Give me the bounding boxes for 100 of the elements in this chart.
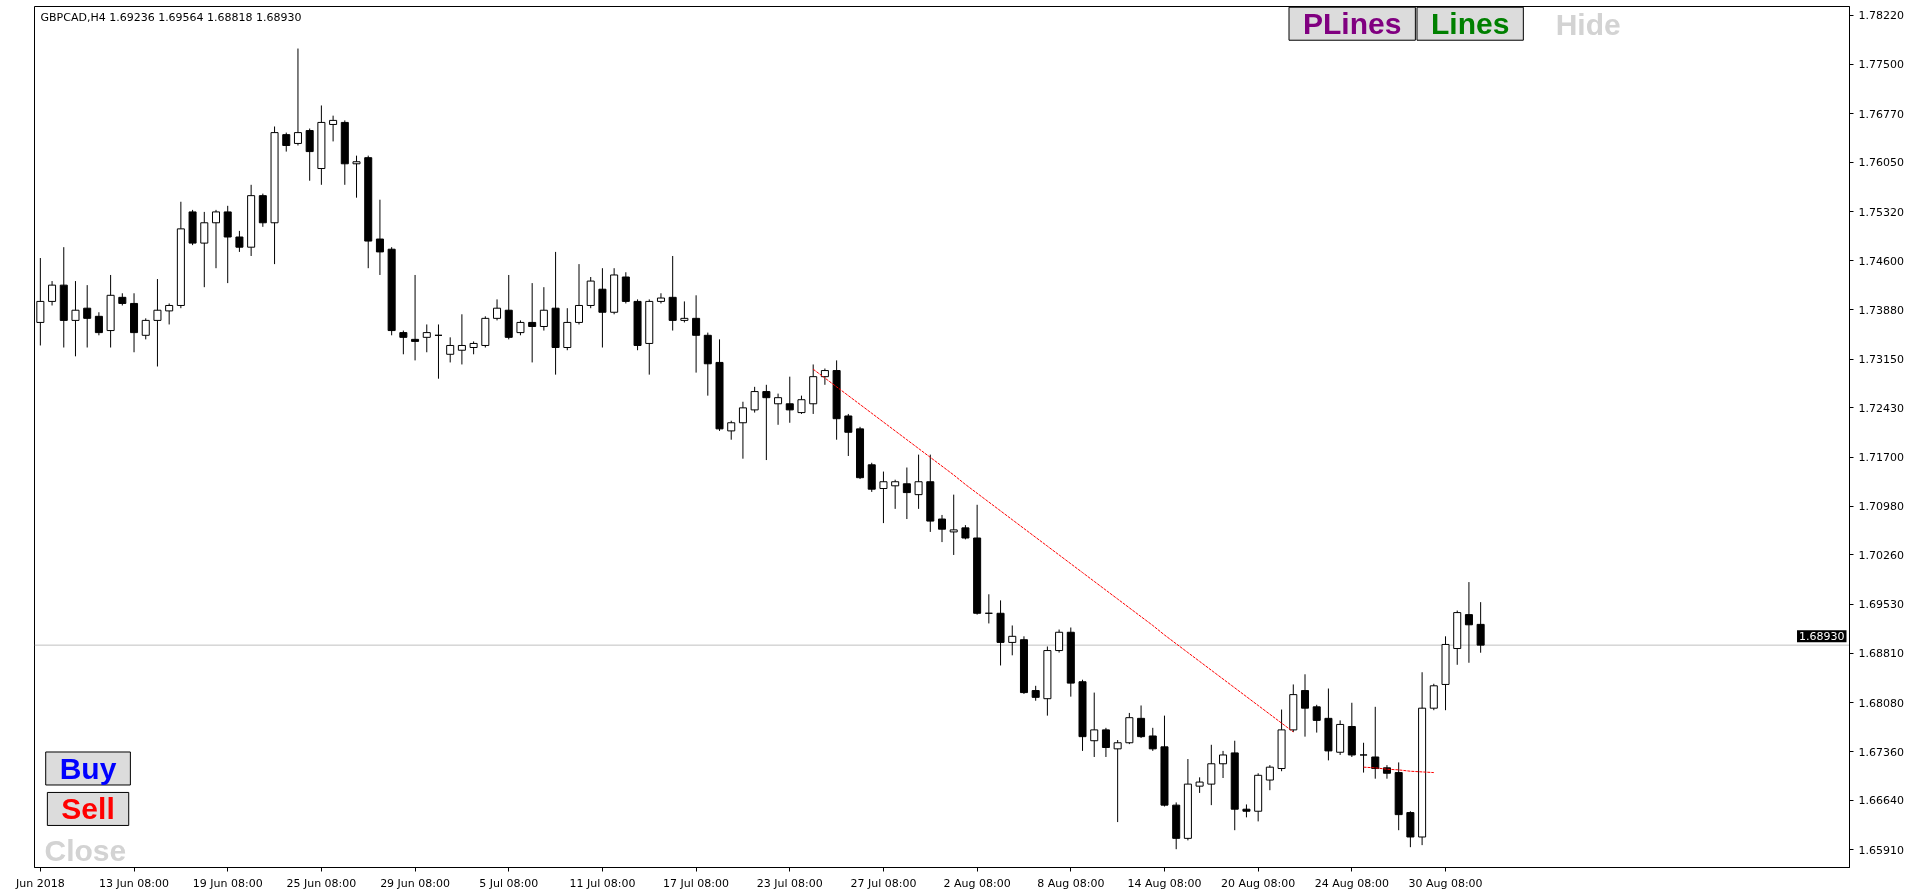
y-tick-label: 1.70260	[1858, 548, 1904, 562]
candlestick	[1359, 742, 1368, 774]
candlestick	[949, 494, 958, 556]
candlestick	[235, 230, 244, 253]
x-tick-label: 14 Aug 08:00	[1127, 876, 1202, 890]
candlestick	[914, 454, 923, 510]
candlestick	[1137, 704, 1146, 739]
y-tick-label: 1.66640	[1858, 794, 1904, 808]
candlestick	[680, 300, 689, 323]
x-tick-label: 19 Jun 08:00	[192, 876, 263, 890]
candlestick	[1207, 744, 1216, 806]
annotation: Lines	[1430, 7, 1510, 41]
x-tick-label: 29 Jun 08:00	[380, 876, 451, 890]
y-tick-label: 1.71700	[1858, 451, 1904, 465]
candlestick	[750, 386, 759, 414]
ref-line-label: 1.68930	[1799, 630, 1845, 644]
candlestick	[211, 209, 221, 269]
candlestick	[738, 401, 747, 460]
candlestick	[1371, 706, 1380, 780]
candlestick	[902, 467, 911, 520]
x-tick-label: 27 Jul 08:00	[850, 876, 917, 890]
candlestick	[446, 336, 455, 363]
candlestick	[1300, 673, 1310, 738]
y-tick-label: 1.78220	[1858, 9, 1904, 23]
candlestick	[165, 302, 174, 325]
x-tick-label: 24 Aug 08:00	[1314, 876, 1389, 890]
candlestick	[1090, 692, 1099, 758]
y-tick-label: 1.69530	[1858, 598, 1904, 612]
y-tick-label: 1.68080	[1858, 696, 1904, 710]
annotation: PLines	[1303, 7, 1402, 41]
x-tick-label: 17 Jul 08:00	[663, 876, 730, 890]
candlestick	[1055, 629, 1064, 654]
candlestick	[762, 384, 771, 461]
candlestick	[598, 267, 607, 349]
candlestick	[539, 286, 548, 332]
x-tick-label: 13 Jun 08:00	[99, 876, 169, 890]
candlestick	[1476, 601, 1485, 654]
candlestick	[1464, 581, 1473, 664]
candlestick	[574, 263, 584, 325]
candlestick	[1008, 624, 1017, 656]
candlestick	[785, 376, 794, 424]
x-tick-label: 5 Jul 08:00	[479, 876, 539, 890]
candlestick	[656, 292, 665, 304]
y-tick-label: 1.74600	[1858, 254, 1904, 268]
x-tick-label: 25 Jun 08:00	[286, 876, 357, 890]
candlestick	[528, 282, 537, 363]
y-tick-label: 1.77500	[1858, 58, 1904, 72]
y-tick-label: 1.65910	[1858, 843, 1904, 857]
candlestick	[293, 48, 302, 146]
candlestick	[83, 284, 92, 349]
y-tick-label: 1.73150	[1858, 353, 1904, 367]
candlestick	[820, 368, 829, 386]
annotation: Buy	[59, 751, 117, 785]
y-tick-label: 1.70980	[1858, 500, 1904, 514]
candlestick	[493, 298, 502, 321]
candlestick	[329, 115, 338, 142]
candlestick	[48, 280, 57, 306]
candlestick	[153, 278, 162, 367]
candlestick	[1101, 727, 1110, 758]
x-tick-label: 30 Aug 08:00	[1408, 876, 1483, 890]
y-tick-label: 1.76770	[1858, 107, 1904, 121]
candlestick	[1148, 727, 1157, 752]
x-tick-label: 11 Jul 08:00	[569, 876, 636, 890]
x-tick-label: Jun 2018	[15, 876, 65, 890]
candlestick	[774, 393, 783, 426]
candlestick	[891, 479, 900, 510]
annotation: Sell	[61, 792, 115, 826]
candlestick	[727, 420, 736, 441]
candlestick	[282, 132, 291, 153]
x-tick-label: 8 Aug 08:00	[1037, 876, 1105, 890]
candlestick	[1113, 739, 1122, 823]
x-tick-label: 23 Jul 08:00	[756, 876, 823, 890]
candlestick	[879, 471, 888, 524]
y-tick-label: 1.76050	[1858, 156, 1904, 170]
candlestick	[457, 313, 466, 365]
candlestick	[797, 395, 806, 415]
candlestick	[352, 155, 361, 199]
x-tick-label: 2 Aug 08:00	[943, 876, 1011, 890]
candlestick	[375, 199, 384, 276]
candlestick	[1312, 704, 1321, 734]
candlestick	[141, 317, 150, 340]
chart-title: GBPCAD,H4 1.69236 1.69564 1.68818 1.68930	[40, 10, 302, 24]
candlestick	[94, 311, 103, 336]
candlestick	[399, 330, 408, 355]
candlestick	[200, 211, 209, 288]
candlestick	[1219, 750, 1228, 779]
candlestick	[305, 128, 314, 182]
y-tick-label: 1.73880	[1858, 303, 1904, 317]
y-tick-label: 1.72430	[1858, 401, 1904, 415]
candlestick	[692, 294, 701, 374]
candlestick	[844, 413, 853, 457]
candlestick	[1429, 683, 1438, 711]
y-tick-label: 1.75320	[1858, 205, 1904, 219]
x-tick-label: 20 Aug 08:00	[1221, 876, 1296, 890]
candlestick	[71, 280, 80, 357]
candlestick	[411, 274, 420, 361]
y-tick-label: 1.67360	[1858, 745, 1904, 759]
candlestick	[1265, 764, 1274, 791]
candlestick	[937, 514, 947, 543]
y-tick-label: 1.68810	[1858, 647, 1904, 661]
